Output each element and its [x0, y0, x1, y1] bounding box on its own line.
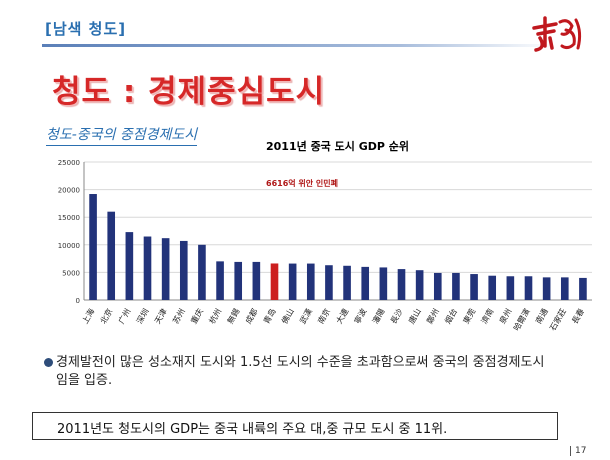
- x-tick-label: 杭州: [207, 307, 224, 326]
- bullet-point: 경제발전이 많은 성소재지 도시와 1.5선 도시의 수준을 초과함으로써 중국…: [44, 354, 556, 390]
- bar: [179, 240, 188, 300]
- bar: [143, 236, 152, 300]
- x-tick-label: 北京: [98, 307, 115, 326]
- bar: [343, 265, 351, 300]
- bar: [361, 266, 370, 300]
- x-tick-label: 武漢: [297, 307, 314, 326]
- bar: [325, 265, 333, 300]
- bar: [470, 274, 478, 300]
- x-tick-label: 广州: [116, 307, 133, 326]
- x-tick-label: 濟南: [479, 307, 496, 326]
- bar: [379, 267, 388, 300]
- bar: [252, 261, 261, 300]
- x-tick-label: 天津: [152, 307, 169, 326]
- x-tick-label: 瀋陽: [370, 307, 387, 326]
- page-number: 17: [570, 446, 586, 456]
- y-tick-label: 10000: [58, 242, 80, 250]
- summary-box: 2011년도 청도시의 GDP는 중국 내륙의 주요 대,중 규모 도시 중 1…: [32, 412, 558, 440]
- x-tick-label: 深圳: [134, 307, 151, 326]
- chart-svg: 0 5000 10000 15000 20000 25000 上海 北京 广州 深圳 天津 苏州 重庆杭…: [58, 159, 592, 333]
- logo: [532, 16, 582, 52]
- x-tick-label: 哈爾濱: [511, 307, 532, 333]
- bar: [506, 276, 515, 300]
- y-tick-label: 0: [76, 297, 80, 305]
- x-tick-label: 苏州: [170, 307, 187, 326]
- bar: [524, 276, 533, 300]
- x-tick-label: 鄭州: [424, 307, 441, 326]
- x-tick-label: 長春: [570, 307, 587, 326]
- bar: [125, 232, 134, 300]
- x-tick-label: 唐山: [406, 307, 423, 326]
- chart-annotation: 6616억 위안 인민폐: [266, 178, 338, 188]
- slide-subtitle: 청도-중국의 중점경제도시: [46, 124, 198, 146]
- x-tick-label: 長沙: [389, 307, 405, 325]
- bar: [433, 272, 442, 300]
- y-tick-label: 20000: [58, 187, 80, 195]
- bar: [89, 194, 97, 300]
- x-tick-label: 烟台: [443, 307, 460, 326]
- bar: [579, 277, 587, 300]
- x-tick-label: 青岛: [261, 307, 278, 326]
- gdp-chart: 2011년 중국 도시 GDP 순위 0 5000 10000 15000 20000 2…: [40, 130, 600, 345]
- bar: [452, 272, 460, 300]
- bar: [107, 211, 116, 300]
- bar: [542, 277, 551, 300]
- x-tick-label: 成都: [243, 307, 260, 326]
- x-tick-label: 南通: [533, 307, 550, 326]
- x-tick-label: 泉州: [497, 307, 514, 326]
- x-tick-label: 大連: [334, 307, 351, 326]
- y-tick-label: 5000: [62, 269, 80, 277]
- header-tag: [남색 청도]: [45, 20, 127, 38]
- bar: [216, 261, 224, 300]
- x-tick-label: 重庆: [189, 307, 206, 326]
- slide-title: 청도 : 경제중심도시: [52, 74, 326, 110]
- summary-text: 2011년도 청도시의 GDP는 중국 내륙의 주요 대,중 규모 도시 중 1…: [57, 422, 448, 437]
- chart-title: 2011년 중국 도시 GDP 순위: [266, 140, 409, 153]
- bar: [198, 244, 206, 300]
- y-tick-label: 15000: [58, 214, 80, 222]
- header-divider: [42, 44, 554, 47]
- x-tick-label: 南京: [316, 307, 333, 326]
- x-tick-label: 佛山: [279, 307, 296, 326]
- bar: [288, 263, 297, 300]
- x-tick-label: 寧波: [352, 307, 369, 326]
- bullet-icon: [44, 358, 53, 367]
- x-tick-label: 上海: [80, 307, 97, 326]
- x-tick-label: 無錫: [225, 307, 242, 326]
- bar: [161, 238, 170, 300]
- bar: [415, 270, 424, 300]
- bar: [560, 277, 569, 300]
- y-tick-label: 25000: [58, 159, 80, 167]
- bar-highlight: [270, 263, 279, 300]
- bullet-text: 경제발전이 많은 성소재지 도시와 1.5선 도시의 수준을 초과함으로써 중국…: [56, 355, 545, 388]
- x-tick-label: 東莞: [461, 307, 478, 326]
- bar: [234, 261, 243, 300]
- bar: [488, 275, 497, 300]
- bar: [397, 269, 406, 300]
- bar: [306, 263, 315, 300]
- x-tick-label: 石家莊: [547, 307, 568, 333]
